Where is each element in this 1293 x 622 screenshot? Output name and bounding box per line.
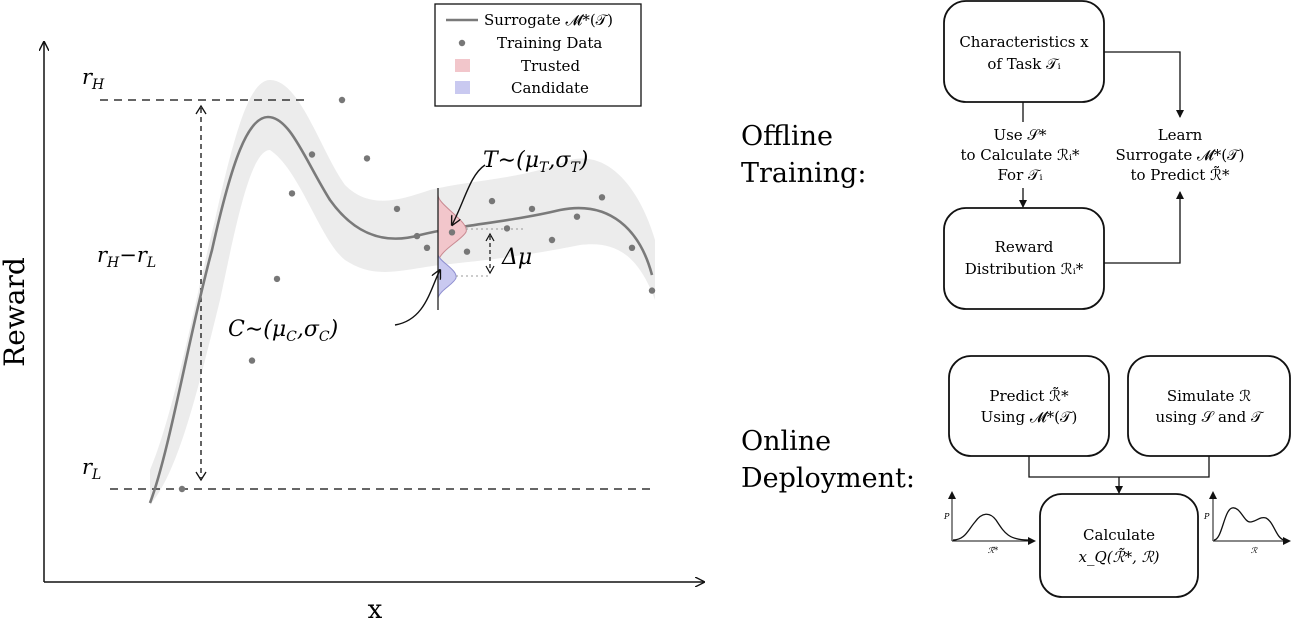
offline-stage-label: Offline bbox=[741, 121, 833, 152]
simulated-distribution-mini-plot: P ℛ bbox=[1203, 491, 1291, 555]
training-point bbox=[448, 229, 456, 236]
online-stage-label-2: Deployment: bbox=[741, 463, 915, 494]
simulate-box bbox=[1127, 355, 1291, 457]
training-point bbox=[248, 357, 256, 364]
reward-distribution-box bbox=[943, 207, 1105, 310]
predicted-distribution-mini-plot: P ℛ̃* bbox=[943, 491, 1036, 555]
calculate-arrow-line2: to Calculate ℛᵢ* bbox=[960, 146, 1080, 164]
trusted-distribution bbox=[437, 194, 467, 263]
training-point bbox=[573, 213, 581, 220]
online-stage-label: Online bbox=[741, 426, 831, 457]
legend-trusted-swatch bbox=[455, 59, 470, 72]
characteristics-box-line1: Characteristics x bbox=[959, 33, 1089, 51]
legend-candidate-label: Candidate bbox=[511, 79, 589, 97]
svg-text:P: P bbox=[1203, 512, 1210, 521]
training-point bbox=[648, 287, 656, 294]
surrogate-curve bbox=[148, 115, 654, 504]
learn-arrow-line1: Learn bbox=[1158, 126, 1203, 144]
svg-text:P: P bbox=[943, 512, 950, 521]
predict-box-line1: Predict ℛ̃* bbox=[989, 386, 1069, 405]
calculate-arrow-line1: Use 𝒮* bbox=[993, 126, 1047, 144]
merge-connector bbox=[1028, 456, 1210, 478]
training-point bbox=[598, 194, 606, 201]
svg-text:ℛ̃*: ℛ̃* bbox=[988, 546, 998, 555]
legend-training-swatch bbox=[458, 39, 466, 47]
svg-text:ℛ: ℛ bbox=[1251, 546, 1258, 555]
y-axis-label: Reward bbox=[0, 257, 31, 367]
training-point bbox=[273, 275, 281, 283]
training-point bbox=[178, 485, 186, 493]
reward-plot: x Reward rH rL rH−rL T∼(μT,σT) C∼(μC,σC)… bbox=[0, 3, 704, 622]
training-point bbox=[628, 244, 636, 251]
reward-distribution-box-line1: Reward bbox=[995, 238, 1054, 256]
predict-box bbox=[948, 355, 1110, 457]
calculate-arrow-line3: For 𝒯ᵢ bbox=[997, 166, 1042, 184]
online-deployment-section: Online Deployment: Predict ℛ̃* Using 𝓜*(… bbox=[741, 355, 1291, 598]
characteristics-box bbox=[943, 0, 1105, 103]
learn-arrow-line2: Surrogate 𝓜*(𝒯) bbox=[1115, 146, 1244, 164]
training-point bbox=[528, 205, 536, 213]
legend-trusted-label: Trusted bbox=[521, 57, 580, 75]
training-point bbox=[503, 225, 511, 232]
characteristics-box-line2: of Task 𝒯ᵢ bbox=[987, 55, 1060, 73]
trusted-callout-arrow bbox=[452, 164, 486, 225]
training-point bbox=[463, 248, 471, 255]
delta-mu-label: Δμ bbox=[501, 245, 532, 270]
calculate-box bbox=[1039, 493, 1199, 598]
x-axis-label: x bbox=[368, 595, 383, 622]
calculate-box-line1: Calculate bbox=[1083, 526, 1155, 544]
predict-box-line2: Using 𝓜*(𝒯) bbox=[981, 408, 1078, 426]
training-point bbox=[308, 151, 316, 158]
candidate-label: C∼(μC,σC) bbox=[228, 317, 338, 345]
training-point bbox=[393, 205, 401, 213]
simulate-box-line1: Simulate ℛ bbox=[1167, 387, 1251, 405]
learn-feedback-arrow bbox=[1104, 191, 1184, 264]
learn-arrow-line3: to Predict ℛ̃* bbox=[1130, 165, 1230, 184]
confidence-band bbox=[150, 80, 655, 505]
training-point bbox=[288, 190, 296, 197]
training-point bbox=[548, 236, 556, 244]
training-point bbox=[338, 96, 346, 104]
training-point bbox=[423, 244, 431, 251]
reward-distribution-box-line2: Distribution ℛᵢ* bbox=[965, 260, 1084, 278]
offline-training-section: Offline Training: Characteristics x of T… bbox=[741, 0, 1245, 310]
legend-training-label: Training Data bbox=[497, 34, 602, 52]
trusted-label: T∼(μT,σT) bbox=[483, 148, 588, 176]
training-point bbox=[413, 232, 421, 240]
training-points bbox=[178, 96, 656, 493]
r-low-label: rL bbox=[82, 455, 101, 483]
calculate-box-line2: x_Q(ℛ̃*, ℛ) bbox=[1079, 547, 1160, 566]
candidate-distribution bbox=[437, 254, 457, 299]
r-high-label: rH bbox=[82, 65, 105, 93]
training-point bbox=[363, 155, 371, 162]
candidate-callout-arrow bbox=[394, 270, 440, 326]
offline-stage-label-2: Training: bbox=[741, 158, 866, 189]
training-point bbox=[488, 197, 496, 205]
legend-surrogate-label: Surrogate 𝓜*(𝒯) bbox=[484, 11, 613, 29]
legend: Surrogate 𝓜*(𝒯) Training Data Trusted Ca… bbox=[434, 3, 642, 107]
simulate-box-line2: using 𝒮 and 𝒯 bbox=[1155, 408, 1265, 426]
learn-input-arrow bbox=[1104, 51, 1184, 118]
legend-candidate-swatch bbox=[455, 81, 470, 94]
range-label: rH−rL bbox=[97, 243, 156, 271]
